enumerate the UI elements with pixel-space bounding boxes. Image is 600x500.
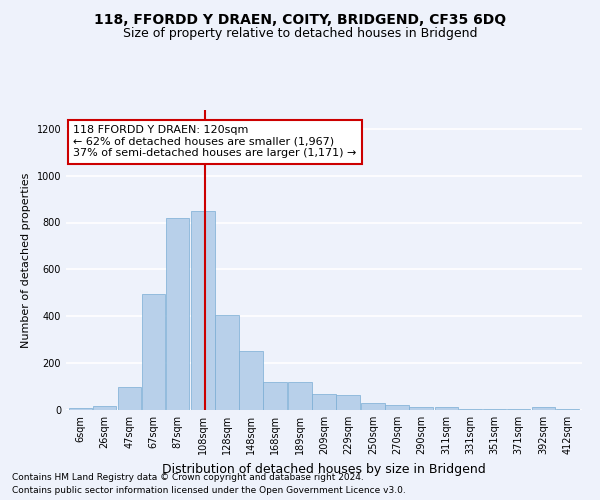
Bar <box>142 294 166 410</box>
X-axis label: Distribution of detached houses by size in Bridgend: Distribution of detached houses by size … <box>162 462 486 475</box>
Bar <box>166 218 190 410</box>
Bar <box>312 394 336 410</box>
Bar <box>336 395 360 410</box>
Text: 118 FFORDD Y DRAEN: 120sqm
← 62% of detached houses are smaller (1,967)
37% of s: 118 FFORDD Y DRAEN: 120sqm ← 62% of deta… <box>73 125 356 158</box>
Bar <box>288 382 312 410</box>
Bar <box>409 406 433 410</box>
Bar <box>215 315 239 410</box>
Y-axis label: Number of detached properties: Number of detached properties <box>21 172 31 348</box>
Bar <box>361 402 385 410</box>
Bar <box>506 409 530 410</box>
Text: Contains HM Land Registry data © Crown copyright and database right 2024.: Contains HM Land Registry data © Crown c… <box>12 474 364 482</box>
Bar <box>458 409 482 410</box>
Text: 118, FFORDD Y DRAEN, COITY, BRIDGEND, CF35 6DQ: 118, FFORDD Y DRAEN, COITY, BRIDGEND, CF… <box>94 12 506 26</box>
Bar <box>532 407 556 410</box>
Bar <box>263 382 287 410</box>
Text: Size of property relative to detached houses in Bridgend: Size of property relative to detached ho… <box>123 28 477 40</box>
Bar <box>191 211 215 410</box>
Bar <box>385 405 409 410</box>
Bar <box>118 386 142 410</box>
Bar <box>482 409 506 410</box>
Bar <box>92 406 116 410</box>
Bar <box>239 352 263 410</box>
Text: Contains public sector information licensed under the Open Government Licence v3: Contains public sector information licen… <box>12 486 406 495</box>
Bar <box>556 409 580 410</box>
Bar <box>434 406 458 410</box>
Bar <box>68 408 92 410</box>
